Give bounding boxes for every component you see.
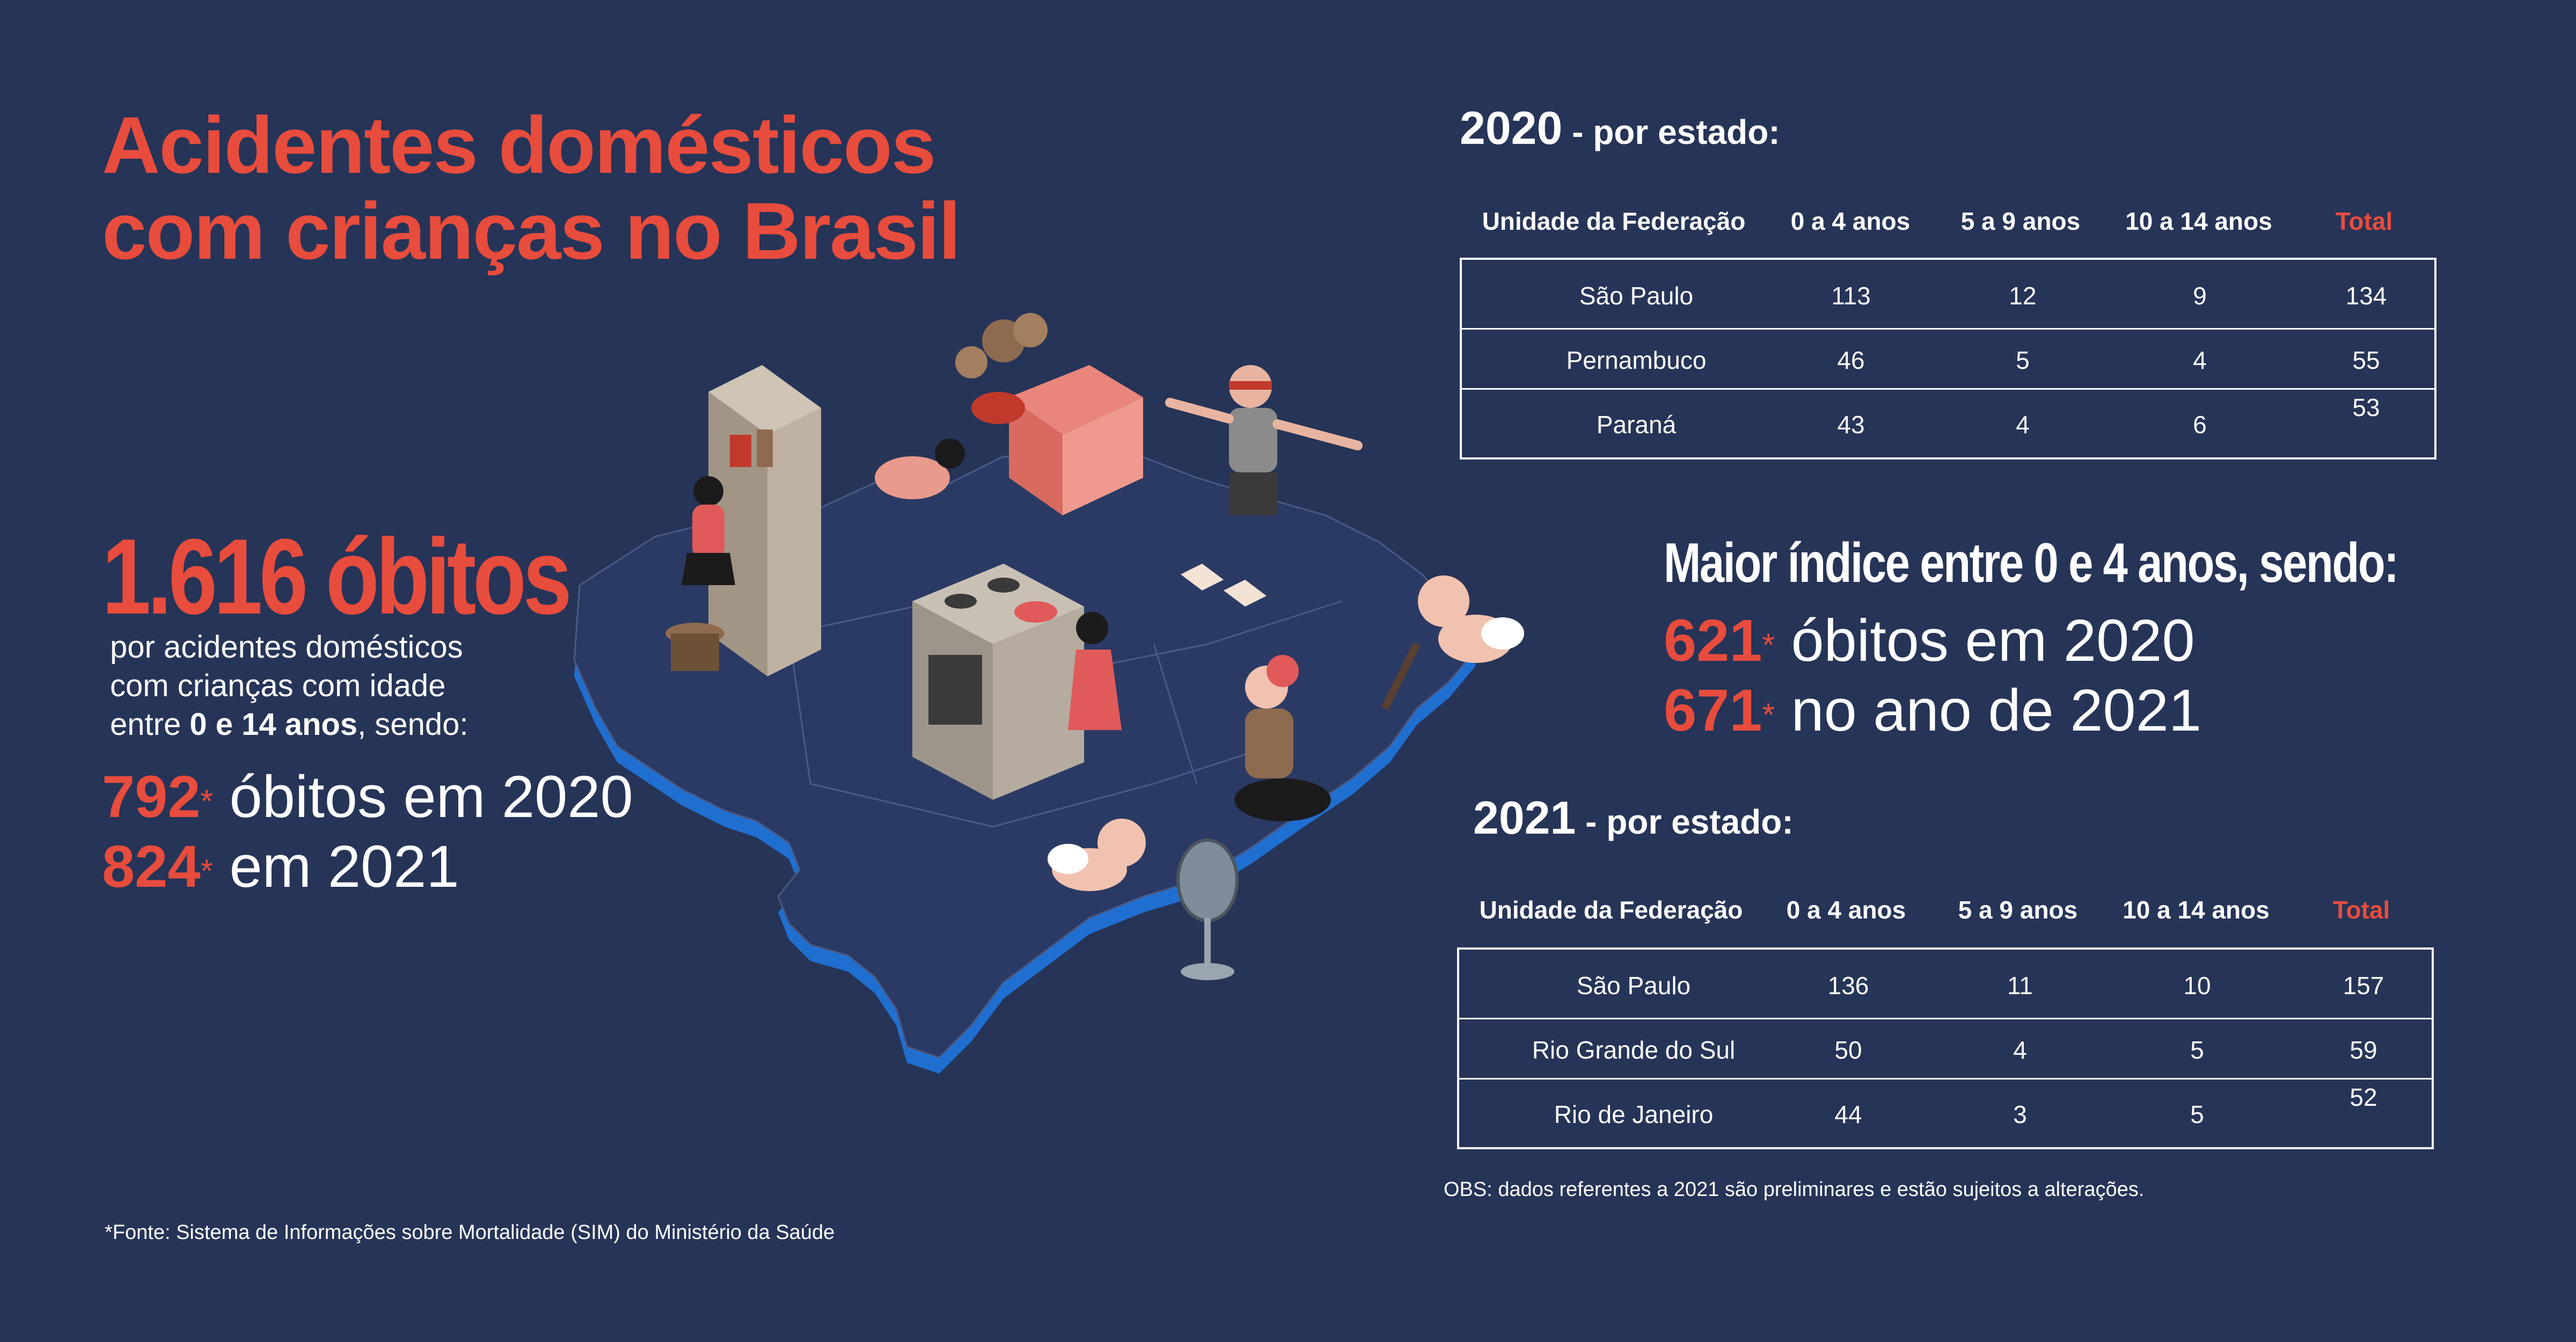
total-2021-line: 824* em 2021 [102, 832, 633, 902]
footnote-mark: * [1762, 627, 1775, 663]
max-index-block: Maior índice entre 0 e 4 anos, sendo: 62… [1664, 531, 2576, 746]
table-2021-subtitle: - por estado: [1576, 803, 1794, 841]
cell-0-4: 46 [1837, 346, 1865, 374]
cell-state: Paraná [1596, 411, 1677, 439]
col-header-10-14: 10 a 14 anos [2125, 207, 2272, 235]
cell-state: São Paulo [1576, 972, 1691, 1000]
col-header-uf: Unidade da Federação [1482, 207, 1746, 235]
col-header-5-9: 5 a 9 anos [1958, 896, 2078, 924]
cell-total: 134 [2345, 282, 2387, 310]
col-header-uf: Unidade da Federação [1479, 896, 1743, 924]
cell-10-14: 9 [2193, 282, 2207, 310]
col-header-10-14: 10 a 14 anos [2123, 896, 2270, 924]
col-header-total: Total [2335, 207, 2393, 235]
footnote-mark: * [1762, 697, 1775, 733]
cell-10-14: 10 [2183, 972, 2211, 1000]
col-header-0-4: 0 a 4 anos [1790, 207, 1911, 235]
desc-line-1: por acidentes domésticos [110, 630, 463, 665]
max-2021-text: no ano de 2021 [1774, 677, 2202, 743]
source-note: *Fonte: Sistema de Informações sobre Mor… [105, 1221, 835, 1244]
brazil-map-illustration [573, 313, 1524, 1074]
max-2021-line: 671* no ano de 2021 [1664, 676, 2576, 746]
cell-state: Pernambuco [1566, 346, 1707, 374]
table-row: Paraná 43 4 6 53 [1462, 390, 2434, 456]
scissors-child-scene [1234, 655, 1331, 821]
total-2021-text: em 2021 [213, 834, 459, 900]
cell-10-14: 5 [2190, 1100, 2204, 1128]
desc-suffix: , sendo: [357, 707, 469, 742]
cell-total: 52 [2350, 1083, 2377, 1111]
bookshelf-scene [665, 365, 821, 676]
table-row: São Paulo 113 12 9 134 [1462, 260, 2434, 330]
max-2021-number: 671 [1664, 677, 1762, 743]
table-2020-year: 2020 [1460, 103, 1563, 154]
baby-knife-scene [1381, 575, 1524, 711]
footnote-mark: * [200, 853, 213, 889]
max-index-stats: 621* óbitos em 2020 671* no ano de 2021 [1664, 606, 2576, 746]
cell-10-14: 6 [2193, 411, 2207, 439]
col-header-total: Total [2332, 896, 2390, 924]
cell-0-4: 113 [1831, 282, 1871, 310]
table-2020: São Paulo 113 12 9 134 Pernambuco 46 5 4… [1460, 258, 2436, 460]
desc-age-range: 0 e 14 anos [189, 707, 358, 742]
cell-total: 53 [2352, 393, 2380, 421]
blindfolded-child-scene [1165, 365, 1363, 607]
table-row: Rio de Janeiro 44 3 5 52 [1459, 1080, 2432, 1146]
cell-0-4: 44 [1834, 1100, 1862, 1128]
cell-5-9: 3 [2013, 1100, 2027, 1128]
cell-state: São Paulo [1579, 282, 1694, 310]
main-title: Acidentes domésticos com crianças no Bra… [102, 100, 961, 276]
table-2021: São Paulo 136 11 10 157 Rio Grande do Su… [1457, 947, 2434, 1149]
desc-prefix: entre [110, 707, 190, 742]
cell-state: Rio Grande do Sul [1532, 1036, 1736, 1064]
yearly-totals: 792* óbitos em 2020 824* em 2021 [102, 762, 633, 902]
table-2021-year: 2021 [1473, 792, 1576, 844]
title-line-1: Acidentes domésticos [102, 100, 936, 190]
title-line-2: com crianças no Brasil [102, 186, 961, 276]
total-2020-number: 792 [102, 764, 201, 830]
total-2020-text: óbitos em 2020 [213, 764, 633, 830]
table-2021-heading: 2021 - por estado: [1473, 792, 1794, 845]
table-row: Pernambuco 46 5 4 55 [1462, 330, 2434, 390]
fan-baby-scene [1048, 819, 1239, 980]
total-2021-number: 824 [102, 834, 201, 900]
cell-0-4: 136 [1827, 972, 1869, 1000]
cell-total: 59 [2350, 1036, 2377, 1064]
max-index-heading: Maior índice entre 0 e 4 anos, sendo: [1664, 532, 2399, 594]
cell-5-9: 5 [2016, 346, 2030, 374]
table-scene [875, 313, 1143, 515]
col-header-5-9: 5 a 9 anos [1960, 207, 2081, 235]
cell-total: 55 [2352, 346, 2380, 374]
desc-line-2: com crianças com idade [110, 668, 446, 703]
table-2020-heading: 2020 - por estado: [1460, 102, 1780, 155]
cell-0-4: 50 [1834, 1036, 1862, 1064]
cell-10-14: 5 [2190, 1036, 2204, 1064]
cell-5-9: 12 [2009, 282, 2037, 310]
table-row: Rio Grande do Sul 50 4 5 59 [1459, 1019, 2432, 1080]
max-2020-line: 621* óbitos em 2020 [1664, 606, 2576, 676]
total-deaths-figure: 1.616 óbitos [102, 517, 572, 637]
obs-note: OBS: dados referentes a 2021 são prelimi… [1444, 1178, 2145, 1201]
max-2020-text: óbitos em 2020 [1774, 608, 2195, 674]
cell-10-14: 4 [2193, 346, 2207, 374]
total-2020-line: 792* óbitos em 2020 [102, 762, 633, 832]
cell-5-9: 4 [2013, 1036, 2027, 1064]
max-2020-number: 621 [1664, 608, 1762, 674]
col-header-0-4: 0 a 4 anos [1786, 896, 1906, 924]
desc-line-3: entre 0 e 14 anos, sendo: [110, 705, 468, 744]
table-2020-header: Unidade da Federação 0 a 4 anos 5 a 9 an… [1460, 207, 2436, 239]
cell-total: 157 [2343, 972, 2384, 1000]
stove-scene [912, 564, 1122, 800]
table-2021-header: Unidade da Federação 0 a 4 anos 5 a 9 an… [1457, 895, 2434, 928]
cell-5-9: 4 [2016, 411, 2030, 439]
total-deaths-description: por acidentes domésticos com crianças co… [110, 628, 468, 744]
cell-0-4: 43 [1837, 411, 1865, 439]
table-2020-subtitle: - por estado: [1562, 113, 1780, 151]
table-row: São Paulo 136 11 10 157 [1459, 950, 2432, 1019]
cell-5-9: 11 [2007, 972, 2033, 1000]
footnote-mark: * [200, 783, 213, 819]
cell-state: Rio de Janeiro [1554, 1100, 1714, 1128]
